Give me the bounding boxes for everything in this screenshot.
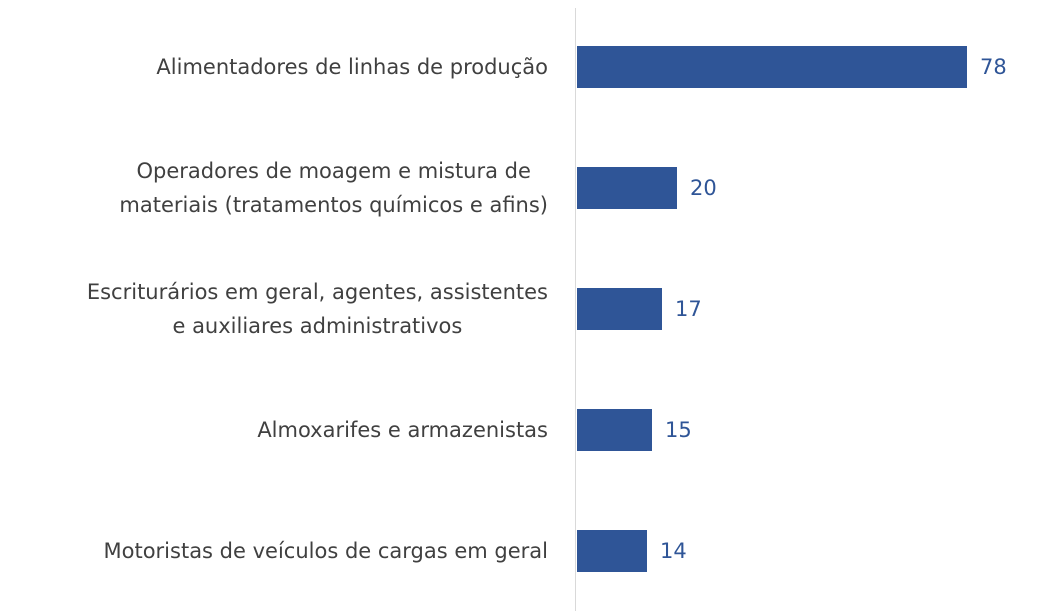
axis-line [575, 8, 576, 611]
category-label: Almoxarifes e armazenistas [0, 413, 548, 447]
value-label: 15 [665, 417, 692, 442]
category-text: Operadores de moagem e mistura de materi… [119, 158, 548, 217]
category-label: Motoristas de veículos de cargas em gera… [0, 534, 549, 568]
bar [577, 45, 967, 88]
value-label: 20 [690, 175, 717, 200]
category-text: Escriturários em geral, agentes, assiste… [86, 279, 548, 338]
value-label: 17 [675, 296, 702, 321]
category-text: Motoristas de veículos de cargas em gera… [103, 538, 549, 563]
category-label: Operadores de moagem e mistura de materi… [0, 154, 548, 222]
value-label: 78 [980, 54, 1007, 79]
category-label: Alimentadores de linhas de produção [0, 50, 548, 84]
category-text: Almoxarifes e armazenistas [257, 417, 548, 442]
bar [577, 529, 647, 572]
bar [577, 166, 677, 209]
bar [577, 408, 652, 451]
category-text: Alimentadores de linhas de produção [156, 54, 548, 79]
value-label: 14 [660, 538, 687, 563]
category-label: Escriturários em geral, agentes, assiste… [0, 275, 548, 343]
bar [577, 287, 662, 330]
